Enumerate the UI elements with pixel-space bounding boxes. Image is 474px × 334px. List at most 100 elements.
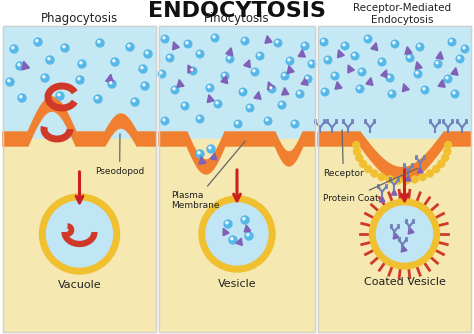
Circle shape xyxy=(411,176,418,183)
Polygon shape xyxy=(405,47,412,54)
Circle shape xyxy=(189,67,197,75)
Circle shape xyxy=(184,40,192,48)
Circle shape xyxy=(168,56,170,58)
Circle shape xyxy=(341,42,349,50)
Polygon shape xyxy=(337,50,344,58)
Circle shape xyxy=(214,100,222,108)
Polygon shape xyxy=(408,227,414,234)
Polygon shape xyxy=(254,92,261,99)
Circle shape xyxy=(366,37,368,39)
Circle shape xyxy=(326,58,328,60)
Polygon shape xyxy=(244,60,250,68)
Polygon shape xyxy=(438,79,445,87)
Circle shape xyxy=(209,147,211,149)
Circle shape xyxy=(173,88,175,90)
Text: ENDOCYTOSIS: ENDOCYTOSIS xyxy=(148,1,326,21)
Circle shape xyxy=(450,40,452,42)
Circle shape xyxy=(110,81,112,84)
Polygon shape xyxy=(381,70,387,78)
Circle shape xyxy=(98,41,100,43)
Polygon shape xyxy=(401,245,407,252)
Circle shape xyxy=(76,76,84,84)
Circle shape xyxy=(324,56,332,64)
Circle shape xyxy=(456,55,464,63)
Circle shape xyxy=(158,70,166,78)
Circle shape xyxy=(448,38,456,46)
Circle shape xyxy=(206,203,268,265)
Circle shape xyxy=(181,102,189,110)
Polygon shape xyxy=(236,238,242,245)
Circle shape xyxy=(320,38,328,46)
Circle shape xyxy=(445,142,452,149)
Circle shape xyxy=(280,103,282,105)
Circle shape xyxy=(446,77,448,79)
Circle shape xyxy=(343,44,345,46)
Circle shape xyxy=(18,64,20,66)
Circle shape xyxy=(20,96,22,98)
Circle shape xyxy=(131,98,139,106)
Circle shape xyxy=(234,120,242,128)
Circle shape xyxy=(6,78,14,86)
Circle shape xyxy=(36,40,38,42)
Polygon shape xyxy=(265,36,272,43)
Circle shape xyxy=(34,38,42,46)
Circle shape xyxy=(461,45,469,53)
Circle shape xyxy=(356,154,363,161)
Circle shape xyxy=(296,90,304,98)
Circle shape xyxy=(16,62,24,70)
Text: Pseodopod: Pseodopod xyxy=(95,134,144,176)
Circle shape xyxy=(444,148,451,155)
Circle shape xyxy=(264,117,272,125)
Circle shape xyxy=(161,35,169,43)
Circle shape xyxy=(186,42,188,44)
Circle shape xyxy=(198,152,200,154)
Circle shape xyxy=(365,166,372,173)
Circle shape xyxy=(239,88,247,96)
Circle shape xyxy=(133,100,135,102)
Circle shape xyxy=(63,46,65,48)
Circle shape xyxy=(163,119,165,121)
Circle shape xyxy=(433,166,440,173)
Circle shape xyxy=(331,72,339,80)
Polygon shape xyxy=(268,82,274,90)
Circle shape xyxy=(251,68,259,76)
Circle shape xyxy=(228,57,230,59)
Circle shape xyxy=(111,58,119,66)
Polygon shape xyxy=(223,228,229,236)
Circle shape xyxy=(208,86,210,88)
Circle shape xyxy=(10,45,18,53)
Polygon shape xyxy=(173,42,179,50)
Circle shape xyxy=(358,68,366,76)
Circle shape xyxy=(96,97,98,99)
Circle shape xyxy=(386,74,394,82)
Circle shape xyxy=(370,199,439,269)
Circle shape xyxy=(288,59,290,61)
Circle shape xyxy=(388,90,396,98)
Circle shape xyxy=(444,75,452,83)
Circle shape xyxy=(196,115,204,123)
Circle shape xyxy=(61,44,69,52)
Circle shape xyxy=(354,148,360,155)
Polygon shape xyxy=(207,95,214,103)
Circle shape xyxy=(198,52,200,54)
Circle shape xyxy=(438,160,445,167)
Circle shape xyxy=(198,117,200,119)
Circle shape xyxy=(442,154,448,161)
Polygon shape xyxy=(298,49,305,57)
Circle shape xyxy=(183,104,185,106)
Circle shape xyxy=(224,220,232,228)
Polygon shape xyxy=(371,43,378,50)
Circle shape xyxy=(274,39,282,47)
Polygon shape xyxy=(226,48,233,55)
Circle shape xyxy=(108,80,116,88)
Circle shape xyxy=(241,216,249,224)
Polygon shape xyxy=(3,97,156,146)
Circle shape xyxy=(378,58,386,66)
Circle shape xyxy=(206,84,214,92)
Circle shape xyxy=(376,206,432,262)
Circle shape xyxy=(322,40,324,42)
Circle shape xyxy=(304,75,312,83)
Circle shape xyxy=(416,72,418,74)
Polygon shape xyxy=(415,62,422,69)
Circle shape xyxy=(360,70,362,72)
